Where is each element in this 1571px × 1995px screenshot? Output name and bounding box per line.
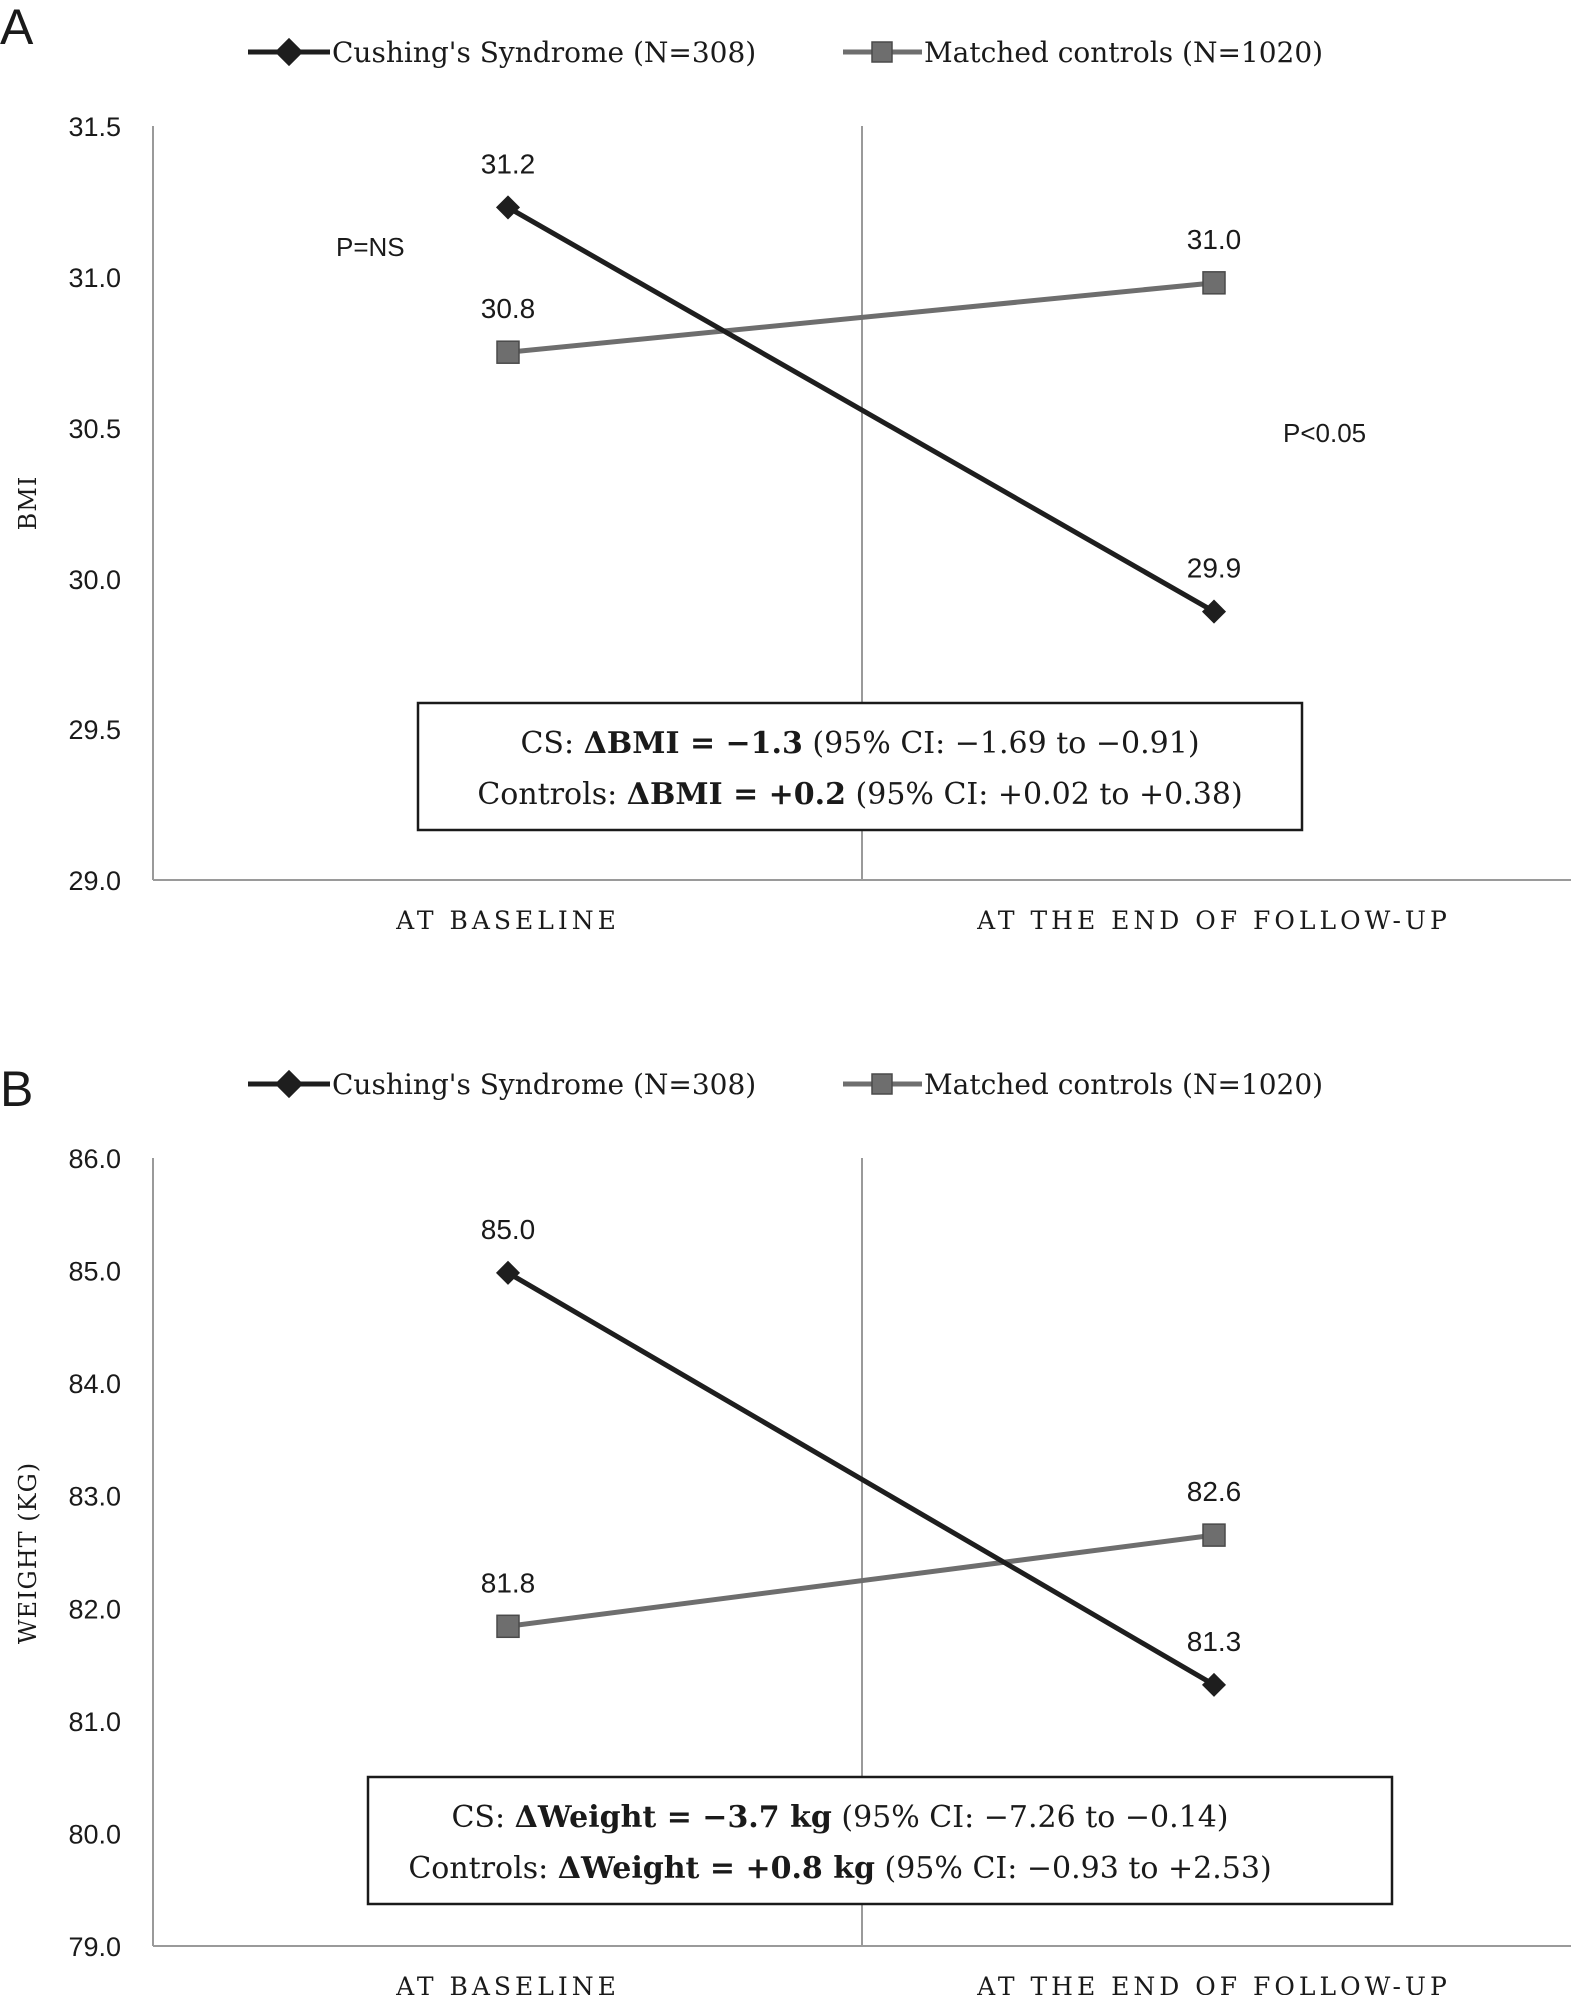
y-tick-label: 83.0 [68,1482,121,1512]
summary-delta: ΔBMI = −1.3 [584,726,803,761]
summary-delta: ΔWeight = +0.8 kg [558,1851,875,1886]
y-tick-label: 81.0 [68,1707,121,1737]
cs-series-line [506,205,1216,614]
y-tick-label: 79.0 [68,1932,121,1962]
legend-label-controls: Matched controls (N=1020) [924,1068,1323,1101]
y-axis-title: BMI [14,476,42,531]
panel-b-legend: Cushing's Syndrome (N=308) Matched contr… [248,1068,1323,1101]
y-tick-label: 30.0 [68,565,121,595]
legend-square-icon [871,41,893,63]
cs-data-label-baseline: 85.0 [481,1214,536,1245]
summary-line-controls: Controls: ΔWeight = +0.8 kg (95% CI: −0.… [408,1851,1271,1886]
y-tick-label: 29.5 [68,715,121,745]
controls-data-label-baseline: 81.8 [481,1567,536,1598]
y-tick-label: 86.0 [68,1144,121,1174]
x-category-label: AT THE END OF FOLLOW-UP [976,1972,1451,1995]
y-tick-labels: 29.0 29.5 30.0 30.5 31.0 31.5 [68,112,121,896]
cs-data-label-followup: 29.9 [1187,553,1242,584]
controls-point-baseline [496,340,520,364]
summary-ci: (95% CI: −1.69 to −0.91) [803,726,1200,761]
cs-data-label-baseline: 31.2 [481,148,536,179]
summary-line-controls: Controls: ΔBMI = +0.2 (95% CI: +0.02 to … [477,777,1242,812]
summary-ci: (95% CI: −0.93 to +2.53) [875,1851,1272,1886]
controls-point-followup [1202,1523,1226,1547]
controls-series-line [507,280,1215,355]
y-tick-labels: 79.0 80.0 81.0 82.0 83.0 84.0 85.0 86.0 [68,1144,121,1962]
cs-point-followup [1201,1672,1227,1697]
panel-a-legend: Cushing's Syndrome (N=308) Matched contr… [248,36,1323,69]
summary-line-cs: CS: ΔBMI = −1.3 (95% CI: −1.69 to −0.91) [520,726,1199,761]
y-tick-label: 31.5 [68,112,121,142]
x-category-label: AT THE END OF FOLLOW-UP [976,906,1451,935]
x-category-label: AT BASELINE [395,906,620,935]
summary-delta: ΔBMI = +0.2 [627,777,846,812]
summary-prefix: Controls: [408,1851,557,1886]
controls-point-followup [1202,271,1226,295]
y-tick-label: 85.0 [68,1257,121,1287]
summary-ci: (95% CI: −7.26 to −0.14) [832,1800,1229,1835]
x-category-label: AT BASELINE [395,1972,620,1995]
panel-a-letter: A [0,0,34,55]
controls-data-label-baseline: 30.8 [481,293,536,324]
summary-prefix: CS: [520,726,583,761]
summary-box: CS: ΔBMI = −1.3 (95% CI: −1.69 to −0.91)… [416,701,1304,832]
y-tick-label: 29.0 [68,866,121,896]
panel-a: A Cushing's Syndrome (N=308) Matched con… [0,0,1571,935]
legend-label-cs: Cushing's Syndrome (N=308) [332,1068,756,1101]
cs-data-label-followup: 81.3 [1187,1626,1242,1657]
legend-label-cs: Cushing's Syndrome (N=308) [332,36,756,69]
summary-prefix: CS: [451,1800,514,1835]
legend-label-controls: Matched controls (N=1020) [924,36,1323,69]
panel-b-letter: B [0,1061,33,1117]
summary-ci: (95% CI: +0.02 to +0.38) [846,777,1243,812]
controls-data-label-followup: 82.6 [1187,1476,1242,1507]
y-tick-label: 82.0 [68,1594,121,1624]
summary-box: CS: ΔWeight = −3.7 kg (95% CI: −7.26 to … [366,1775,1394,1906]
legend-diamond-icon [274,37,304,67]
summary-prefix: Controls: [477,777,626,812]
cs-point-followup [1201,599,1227,624]
summary-box-frame [366,1775,1394,1906]
summary-delta: ΔWeight = −3.7 kg [515,1800,832,1835]
y-tick-label: 84.0 [68,1369,121,1399]
controls-data-label-followup: 31.0 [1187,224,1242,255]
y-axis-title: WEIGHT (KG) [14,1462,42,1644]
p-value-baseline: P=NS [336,232,405,262]
controls-series-line [507,1532,1215,1629]
y-tick-label: 80.0 [68,1819,121,1849]
summary-box-frame [416,701,1304,832]
cs-point-baseline [495,1260,521,1285]
controls-point-baseline [496,1614,520,1639]
legend-diamond-icon [274,1069,304,1099]
legend-square-icon [871,1073,893,1095]
panel-b: B Cushing's Syndrome (N=308) Matched con… [0,1061,1571,1995]
cs-point-baseline [495,195,521,220]
summary-line-cs: CS: ΔWeight = −3.7 kg (95% CI: −7.26 to … [451,1800,1228,1835]
y-tick-label: 31.0 [68,263,121,293]
cs-series-line [506,1270,1216,1687]
y-tick-label: 30.5 [68,414,121,444]
p-value-followup: P<0.05 [1283,418,1366,448]
